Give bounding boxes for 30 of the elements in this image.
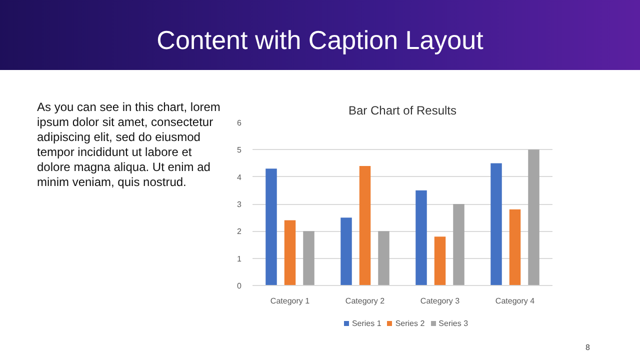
chart-title: Bar Chart of Results	[348, 104, 457, 118]
y-tick-label: 3	[237, 200, 242, 209]
legend-label: Series 2	[395, 319, 425, 328]
bar	[266, 168, 277, 286]
bar	[453, 204, 464, 286]
y-tick-label: 4	[237, 172, 242, 182]
y-tick-label: 2	[237, 227, 242, 236]
y-tick-label: 1	[237, 254, 242, 264]
bar	[359, 166, 371, 286]
legend-label: Series 3	[438, 319, 468, 328]
bar	[303, 231, 314, 286]
y-tick-label: 5	[237, 146, 242, 155]
x-tick-label: Category 3	[420, 296, 460, 306]
bar	[490, 163, 502, 286]
bar	[340, 218, 352, 286]
bar	[434, 236, 446, 286]
bar	[509, 209, 521, 286]
text: Content with Caption Layout	[0, 0, 640, 70]
x-tick-label: Category 4	[495, 296, 536, 306]
y-tick-label: 6	[237, 118, 242, 128]
bar	[416, 190, 427, 286]
y-tick-label: 0	[237, 282, 242, 290]
bar	[528, 150, 540, 286]
text: As you can see in this chart, lorem ipsum dolor sit amet, consectetur adipiscing elit, sed do eiusmod tempor incididunt ut labore et dolore magna aliqua. Ut enim ad minim veniam, quis nostrud.	[37, 100, 222, 190]
x-tick-label: Category 1	[270, 296, 310, 306]
x-tick-label: Category 2	[345, 296, 386, 306]
bar	[284, 220, 296, 286]
text: 8	[584, 343, 590, 352]
bar	[378, 231, 390, 286]
legend-label: Series 1	[352, 319, 382, 328]
